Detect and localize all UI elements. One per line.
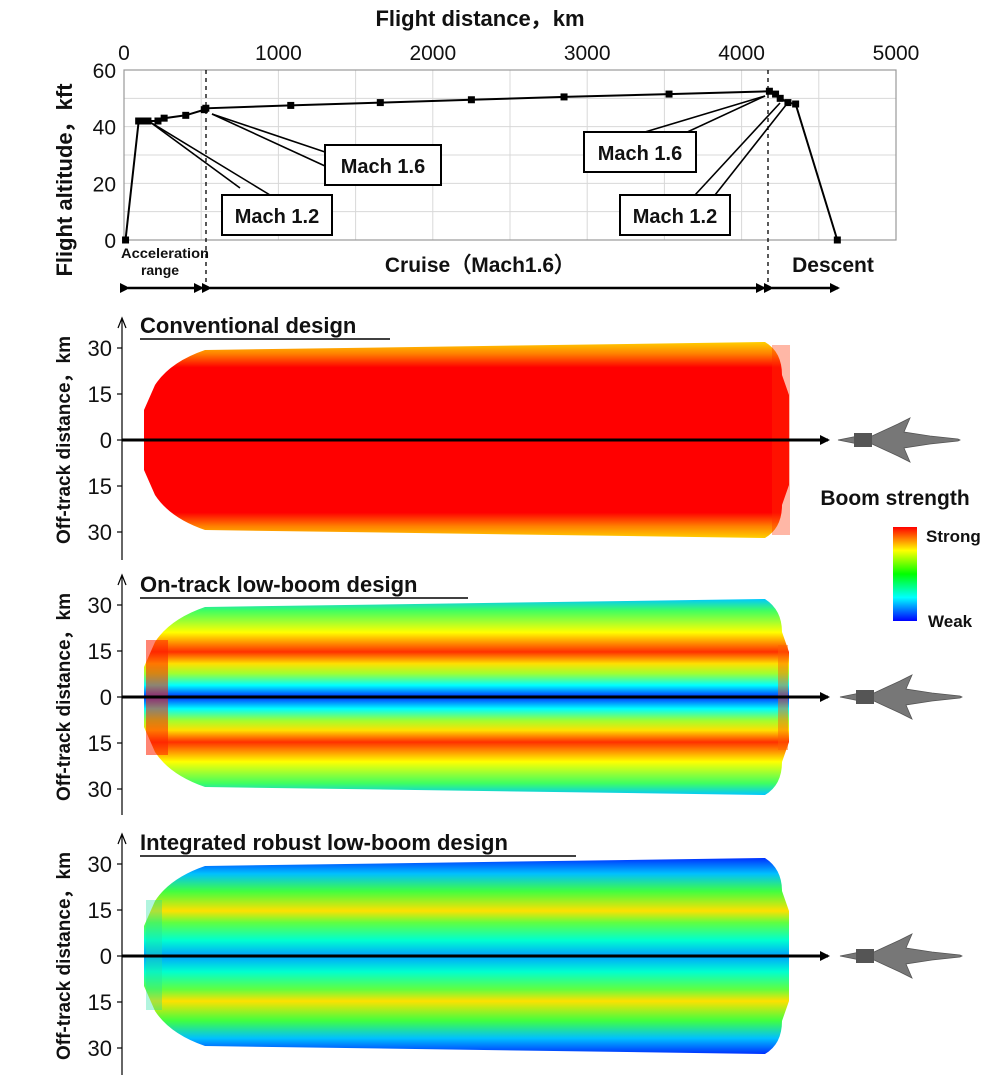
legend-colorbar: [893, 527, 917, 621]
panel-y-title: Off-track distance，km: [54, 593, 75, 801]
boom-heatmap-panels: Conventional design 30 15 0 15 30 Off-track …: [54, 313, 963, 1075]
altitude-point: [833, 236, 841, 244]
x-tick-label: 4000: [718, 42, 765, 65]
phase-acceleration-label: Acceleration: [121, 245, 209, 261]
altitude-point: [135, 117, 143, 125]
altitude-point: [784, 99, 792, 107]
boom-strength-legend: Boom strength Strong Weak: [820, 487, 980, 631]
y-tick-label: 20: [93, 173, 116, 196]
y-tick-label: 60: [93, 60, 116, 83]
y-tick-label: 15: [88, 474, 112, 499]
altitude-point: [792, 100, 800, 108]
altitude-point: [154, 117, 162, 125]
supersonic-aircraft-icon: [837, 417, 961, 463]
panel-y-title: Off-track distance，km: [54, 852, 75, 1060]
x-axis-title: Flight distance，km: [375, 6, 584, 31]
y-tick-label: 30: [88, 520, 112, 545]
altitude-point: [122, 236, 130, 244]
y-tick-label: 30: [88, 852, 112, 877]
panel-y-ticks: 30 15 0 15 30: [88, 336, 122, 545]
altitude-point: [144, 117, 152, 125]
y-tick-label: 15: [88, 731, 112, 756]
callout-mach-1-6-right: Mach 1.6: [583, 95, 766, 173]
y-tick-label: 15: [88, 898, 112, 923]
altitude-point: [467, 96, 475, 104]
y-tick-label: 0: [104, 230, 116, 253]
legend-strong-label: Strong: [926, 527, 981, 546]
panel-title: Conventional design: [140, 313, 356, 338]
supersonic-aircraft-icon: [839, 674, 963, 720]
panel-integrated-robust-low-boom: Integrated robust low-boom design 30 15 0 1…: [54, 830, 830, 1075]
supersonic-aircraft-icon: [839, 933, 963, 979]
panel-on-track-low-boom: On-track low-boom design 30 15 0 15 30 Off-t…: [54, 572, 830, 815]
x-tick-label: 1000: [255, 42, 302, 65]
callout-mach-1-6-left: Mach 1.6: [211, 113, 442, 186]
altitude-point: [665, 90, 673, 98]
panel-conventional: Conventional design 30 15 0 15 30 Off-track …: [54, 313, 830, 560]
panel-title: On-track low-boom design: [140, 572, 417, 597]
callout-mach-1-2-right: Mach 1.2: [619, 102, 787, 236]
y-tick-label: 30: [88, 336, 112, 361]
phase-descent-label: Descent: [792, 254, 874, 277]
x-tick-labels: 0 1000 2000 3000 4000 5000: [118, 42, 919, 65]
altitude-points: [122, 87, 841, 244]
panel-y-axis-arrow: [117, 316, 127, 329]
panel-y-ticks: 30 15 0 15 30: [88, 852, 122, 1061]
legend-title: Boom strength: [820, 487, 969, 510]
altitude-point: [160, 114, 168, 122]
altitude-point: [182, 111, 190, 119]
callout-label: Mach 1.2: [235, 206, 319, 228]
y-tick-labels: 0 20 40 60: [93, 60, 116, 253]
panel-y-axis-arrow: [117, 832, 127, 845]
callout-label: Mach 1.2: [633, 206, 717, 228]
altitude-point: [772, 90, 780, 98]
y-tick-label: 0: [100, 944, 112, 969]
altitude-point: [140, 117, 148, 125]
panel-y-axis-arrow: [117, 573, 127, 586]
y-tick-label: 15: [88, 382, 112, 407]
y-tick-label: 30: [88, 777, 112, 802]
legend-weak-label: Weak: [928, 612, 973, 631]
x-tick-label: 3000: [564, 42, 611, 65]
y-tick-label: 30: [88, 1036, 112, 1061]
altitude-point: [376, 99, 384, 107]
phase-acceleration-label-2: range: [141, 262, 179, 278]
callout-label: Mach 1.6: [341, 156, 425, 178]
y-tick-label: 0: [100, 428, 112, 453]
altitude-point: [765, 87, 773, 95]
panel-y-ticks: 30 15 0 15 30: [88, 593, 122, 802]
panel-title: Integrated robust low-boom design: [140, 830, 508, 855]
altitude-point: [776, 94, 784, 102]
panel-y-title: Off-track distance，km: [54, 336, 75, 544]
x-tick-label: 2000: [409, 42, 456, 65]
altitude-point: [202, 104, 210, 112]
x-tick-label: 5000: [873, 42, 920, 65]
y-tick-label: 0: [100, 685, 112, 710]
y-tick-label: 15: [88, 639, 112, 664]
altitude-point: [560, 93, 568, 101]
altitude-profile-chart: Flight distance，km 0 1000 2000 3000 4000 5000…: [52, 6, 919, 293]
callout-mach-1-2-left: Mach 1.2: [149, 121, 333, 236]
y-tick-label: 30: [88, 593, 112, 618]
altitude-point: [287, 101, 295, 109]
y-tick-label: 40: [93, 117, 116, 140]
y-tick-label: 15: [88, 990, 112, 1015]
phase-cruise-label: Cruise（Mach1.6）: [385, 253, 575, 277]
y-axis-title: Flight altitude，kft: [52, 83, 77, 277]
callout-label: Mach 1.6: [598, 143, 682, 165]
plot-frame: [123, 69, 897, 241]
x-tick-label: 0: [118, 42, 130, 65]
